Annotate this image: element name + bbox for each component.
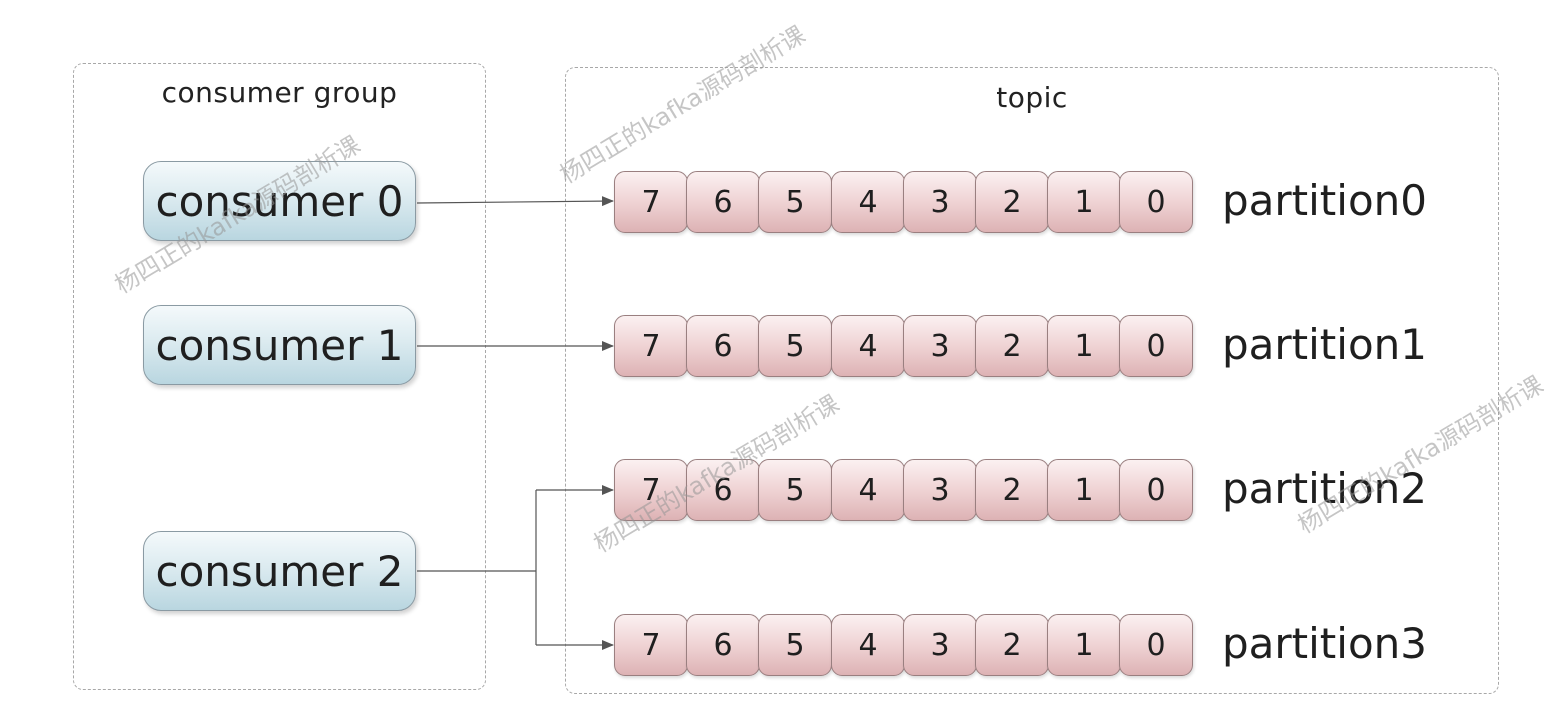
partition-1-offset-cell: 5 xyxy=(758,315,832,377)
consumer-node-1: consumer 1 xyxy=(143,305,416,385)
partition-3-offset-cell: 2 xyxy=(975,614,1049,676)
partition-0-offset-cell: 7 xyxy=(614,171,688,233)
partition-2-offset-cell: 6 xyxy=(686,459,760,521)
partition-3-offset-cell: 6 xyxy=(686,614,760,676)
topic-title: topic xyxy=(996,81,1068,114)
partition-3-offset-cell: 5 xyxy=(758,614,832,676)
consumer-group-title: consumer group xyxy=(161,76,398,109)
partition-2-offset-cell: 1 xyxy=(1047,459,1121,521)
partition-1-offset-cell: 1 xyxy=(1047,315,1121,377)
partition-2-offset-cell: 7 xyxy=(614,459,688,521)
partition-2-offset-cell: 4 xyxy=(831,459,905,521)
connector-consumer0-partition0 xyxy=(416,196,614,207)
partition-0-offset-cell: 0 xyxy=(1119,171,1193,233)
partition-1-offset-cell: 3 xyxy=(903,315,977,377)
partition-3-offset-cell: 0 xyxy=(1119,614,1193,676)
partition-2-offset-cell: 2 xyxy=(975,459,1049,521)
partition-3-offset-cell: 7 xyxy=(614,614,688,676)
partition-0-offset-cell: 6 xyxy=(686,171,760,233)
partition-2-offset-cell: 0 xyxy=(1119,459,1193,521)
partition-1-offset-cell: 2 xyxy=(975,315,1049,377)
partition-2-offset-cell: 3 xyxy=(903,459,977,521)
partition-3-offset-cell: 3 xyxy=(903,614,977,676)
consumer-group-box xyxy=(73,63,486,690)
partition-1-offset-cell: 7 xyxy=(614,315,688,377)
consumer-node-0: consumer 0 xyxy=(143,161,416,241)
partition-label-3: partition3 xyxy=(1222,619,1427,668)
partition-0-offset-cell: 5 xyxy=(758,171,832,233)
partition-3-offset-cell: 1 xyxy=(1047,614,1121,676)
partition-0-offset-cell: 3 xyxy=(903,171,977,233)
consumer-node-2: consumer 2 xyxy=(143,531,416,611)
partition-1-offset-cell: 6 xyxy=(686,315,760,377)
partition-label-0: partition0 xyxy=(1222,176,1427,225)
partition-1-offset-cell: 4 xyxy=(831,315,905,377)
partition-label-1: partition1 xyxy=(1222,320,1427,369)
topic-box xyxy=(565,67,1499,694)
partition-3-offset-cell: 4 xyxy=(831,614,905,676)
partition-label-2: partition2 xyxy=(1222,464,1427,513)
partition-1-offset-cell: 0 xyxy=(1119,315,1193,377)
